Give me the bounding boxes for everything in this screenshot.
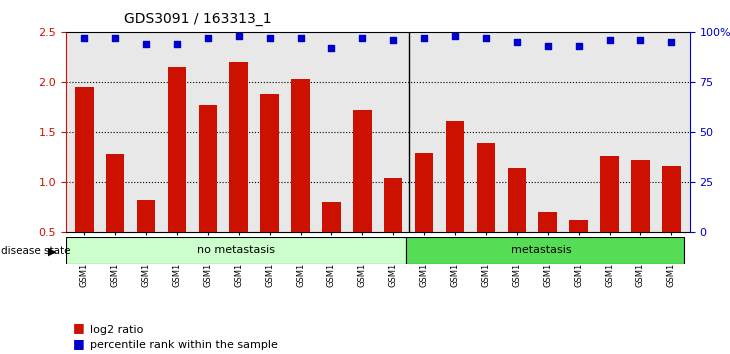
- Point: [295, 35, 307, 41]
- Text: ▶: ▶: [48, 247, 57, 257]
- Bar: [229, 62, 248, 282]
- Text: percentile rank within the sample: percentile rank within the sample: [90, 341, 277, 350]
- Bar: [168, 67, 186, 282]
- Bar: [507, 168, 526, 282]
- Bar: [66, 237, 406, 264]
- Point: [171, 41, 182, 47]
- Text: metastasis: metastasis: [511, 245, 572, 256]
- Point: [388, 37, 399, 43]
- Bar: [75, 87, 93, 282]
- Point: [78, 35, 90, 41]
- Bar: [106, 154, 124, 282]
- Bar: [477, 143, 495, 282]
- Bar: [539, 212, 557, 282]
- Text: no metastasis: no metastasis: [196, 245, 274, 256]
- Point: [511, 39, 523, 45]
- Point: [202, 35, 214, 41]
- Point: [666, 39, 677, 45]
- Bar: [662, 166, 680, 282]
- Bar: [406, 237, 684, 264]
- Point: [233, 33, 245, 39]
- Point: [604, 37, 615, 43]
- Text: GDS3091 / 163313_1: GDS3091 / 163313_1: [124, 12, 272, 27]
- Bar: [446, 121, 464, 282]
- Bar: [569, 220, 588, 282]
- Bar: [137, 200, 155, 282]
- Bar: [291, 79, 310, 282]
- Point: [326, 45, 337, 51]
- Bar: [322, 202, 341, 282]
- Point: [264, 35, 275, 41]
- Text: ■: ■: [73, 337, 85, 350]
- Text: log2 ratio: log2 ratio: [90, 325, 143, 335]
- Bar: [199, 105, 217, 282]
- Point: [110, 35, 121, 41]
- Bar: [261, 94, 279, 282]
- Bar: [631, 160, 650, 282]
- Point: [356, 35, 368, 41]
- Point: [542, 43, 553, 49]
- Text: disease state: disease state: [1, 246, 71, 256]
- Point: [449, 33, 461, 39]
- Point: [418, 35, 430, 41]
- Point: [480, 35, 492, 41]
- Point: [573, 43, 585, 49]
- Text: ■: ■: [73, 321, 85, 335]
- Bar: [353, 110, 372, 282]
- Bar: [415, 153, 434, 282]
- Point: [634, 37, 646, 43]
- Bar: [600, 156, 619, 282]
- Point: [140, 41, 152, 47]
- Bar: [384, 178, 402, 282]
